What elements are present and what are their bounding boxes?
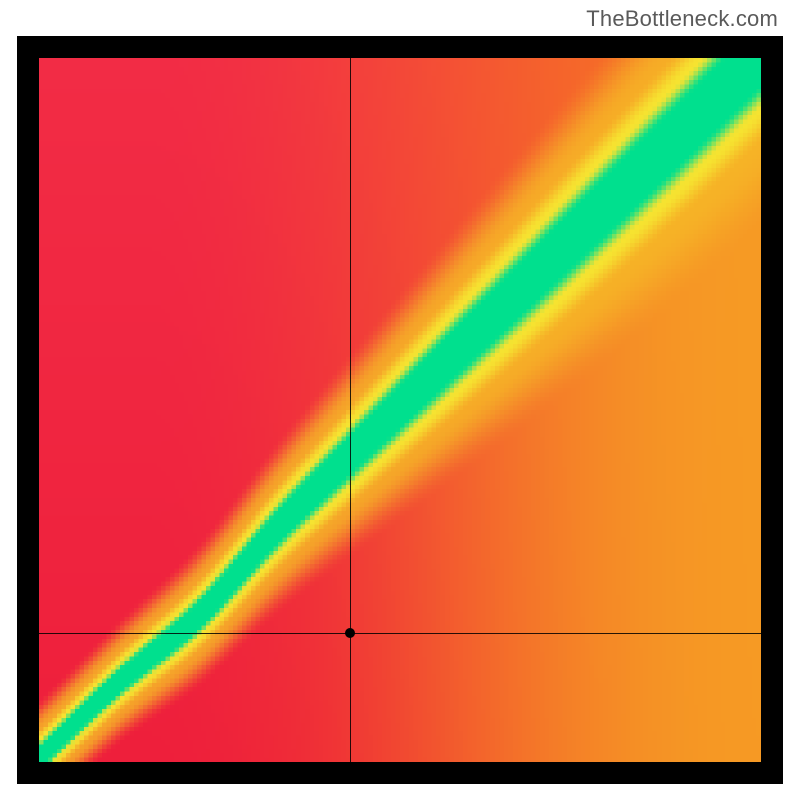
heatmap-canvas: [39, 58, 761, 762]
crosshair-horizontal: [39, 633, 761, 634]
watermark-label: TheBottleneck.com: [586, 6, 778, 32]
bottleneck-marker: [345, 628, 355, 638]
plot-frame: [17, 36, 783, 784]
chart-container: TheBottleneck.com: [0, 0, 800, 800]
crosshair-vertical: [350, 58, 351, 762]
plot-inner: [39, 58, 761, 762]
